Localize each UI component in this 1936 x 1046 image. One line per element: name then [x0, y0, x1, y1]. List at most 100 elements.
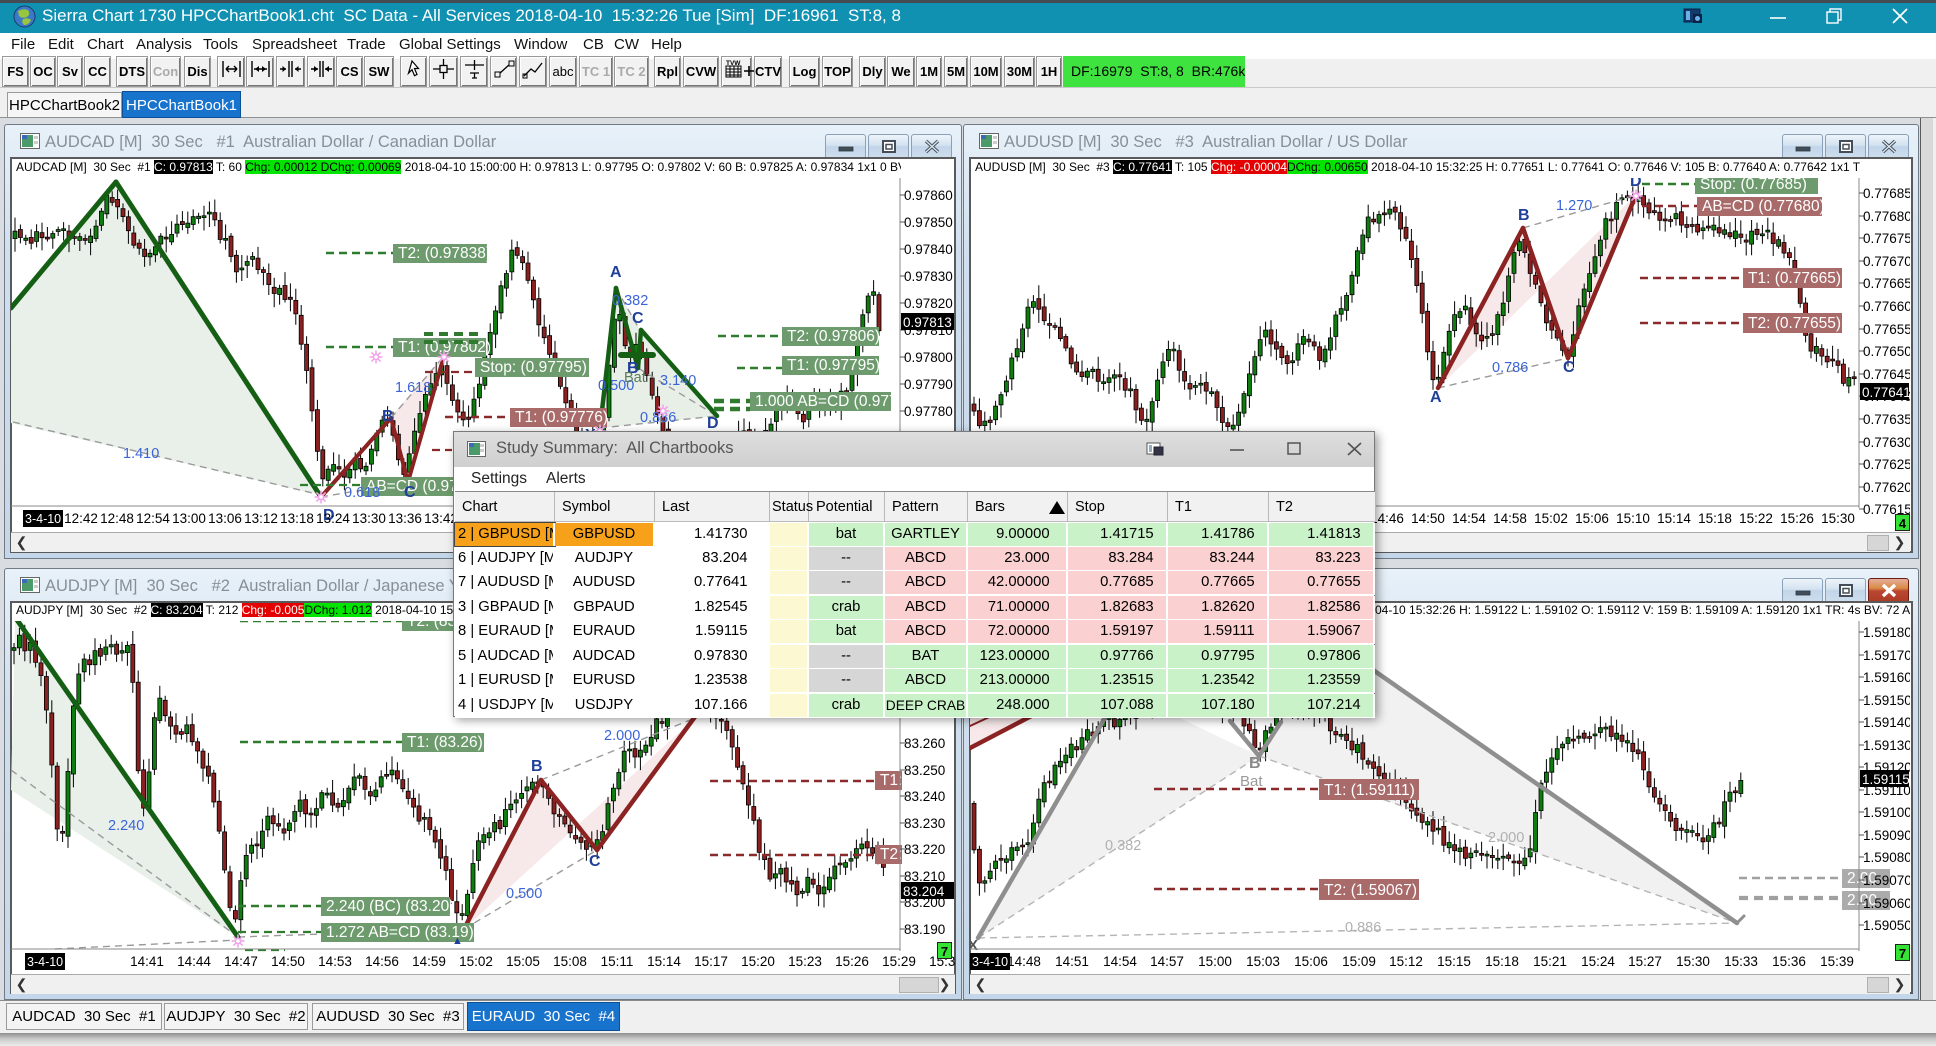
svg-text:B: B: [627, 360, 639, 377]
svg-text:TVW: TVW: [726, 60, 741, 67]
svg-text:15:08: 15:08: [553, 954, 587, 969]
svg-text:13:12: 13:12: [244, 511, 278, 526]
svg-text:2.000: 2.000: [604, 728, 640, 744]
svg-text:T1: (0.77665): T1: (0.77665): [1748, 270, 1841, 287]
svg-text:T1: (0.97776): T1: (0.97776): [515, 409, 608, 426]
svg-text:B: B: [531, 758, 543, 775]
svg-text:Bat: Bat: [1240, 773, 1263, 790]
svg-text:15:18: 15:18: [1485, 954, 1519, 969]
svg-text:83.204: 83.204: [903, 884, 945, 899]
svg-text:T2: (1.59067): T2: (1.59067): [1324, 882, 1417, 899]
svg-text:14:56: 14:56: [365, 954, 399, 969]
svg-text:15:29: 15:29: [882, 954, 916, 969]
svg-text:0.77655: 0.77655: [1863, 322, 1910, 337]
svg-text:14:47: 14:47: [224, 954, 258, 969]
svg-text:X: X: [970, 937, 978, 954]
svg-text:83.250: 83.250: [904, 763, 945, 778]
svg-text:0.886: 0.886: [640, 410, 676, 426]
svg-text:14:51: 14:51: [1055, 954, 1089, 969]
svg-text:▲: ▲: [452, 935, 463, 947]
svg-text:15:36: 15:36: [1772, 954, 1806, 969]
svg-text:12:42: 12:42: [64, 511, 98, 526]
svg-text:15:17: 15:17: [694, 954, 728, 969]
svg-text:1.59160: 1.59160: [1863, 670, 1910, 685]
svg-text:14:59: 14:59: [412, 954, 446, 969]
svg-text:T2: (0.97806): T2: (0.97806): [787, 328, 880, 345]
svg-text:1.270: 1.270: [1556, 198, 1592, 214]
svg-text:83.190: 83.190: [904, 922, 945, 937]
svg-text:15:05: 15:05: [506, 954, 540, 969]
svg-text:0.77625: 0.77625: [1863, 457, 1910, 472]
svg-text:0.97790: 0.97790: [904, 377, 953, 392]
svg-text:0.77630: 0.77630: [1863, 435, 1910, 450]
svg-text:2.240 (BC) (83.20): 2.240 (BC) (83.20): [326, 898, 454, 915]
svg-text:AB=CD (0.97: AB=CD (0.97: [366, 478, 458, 495]
svg-text:15:21: 15:21: [1533, 954, 1567, 969]
svg-text:A: A: [1430, 389, 1442, 406]
svg-text:1.59150: 1.59150: [1863, 693, 1910, 708]
svg-text:14:48: 14:48: [1007, 954, 1041, 969]
svg-text:15:02: 15:02: [459, 954, 493, 969]
svg-text:1.59090: 1.59090: [1863, 828, 1910, 843]
svg-text:15:22: 15:22: [1739, 511, 1773, 526]
svg-text:2.00: 2.00: [1847, 870, 1878, 887]
svg-text:0.77685: 0.77685: [1863, 186, 1910, 201]
svg-text:15:39: 15:39: [1820, 954, 1854, 969]
svg-text:0.97780: 0.97780: [904, 404, 953, 419]
svg-text:3-4-10: 3-4-10: [972, 955, 1008, 969]
svg-text:0.786: 0.786: [1492, 360, 1528, 376]
svg-text:83.220: 83.220: [904, 842, 945, 857]
svg-text:Stop: (0.97795): Stop: (0.97795): [480, 359, 587, 376]
svg-text:14:53: 14:53: [318, 954, 352, 969]
svg-text:T1: (0.97795): T1: (0.97795): [787, 357, 880, 374]
svg-text:15:11: 15:11: [601, 954, 634, 969]
svg-text:15:18: 15:18: [1698, 511, 1732, 526]
svg-text:T1: (83.26): T1: (83.26): [407, 734, 483, 751]
svg-text:0.97813: 0.97813: [903, 315, 952, 330]
svg-text:Stop: (0.77685): Stop: (0.77685): [1700, 178, 1807, 193]
svg-text:1.59115: 1.59115: [1862, 772, 1910, 787]
svg-text:T2: (0.77655): T2: (0.77655): [1748, 315, 1841, 332]
svg-text:14:57: 14:57: [1150, 954, 1184, 969]
svg-text:C: C: [1563, 359, 1575, 376]
svg-text:0.77641: 0.77641: [1862, 385, 1910, 400]
svg-text:1.272 AB=CD (83.19): 1.272 AB=CD (83.19): [326, 924, 474, 941]
svg-text:13:06: 13:06: [208, 511, 242, 526]
svg-text:1.410: 1.410: [123, 446, 159, 462]
svg-text:3-4-10: 3-4-10: [25, 512, 61, 526]
svg-text:1.618: 1.618: [395, 380, 431, 396]
svg-text:1.59170: 1.59170: [1863, 648, 1910, 663]
svg-text:15:12: 15:12: [1389, 954, 1423, 969]
svg-text:0.77675: 0.77675: [1863, 231, 1910, 246]
svg-text:14:54: 14:54: [1103, 954, 1137, 969]
svg-text:0.77615: 0.77615: [1863, 502, 1910, 517]
svg-text:12:54: 12:54: [136, 511, 170, 526]
svg-text:15:30: 15:30: [1676, 954, 1710, 969]
svg-text:1.59050: 1.59050: [1863, 918, 1910, 933]
svg-text:15:03: 15:03: [1246, 954, 1280, 969]
svg-text:3.140: 3.140: [660, 373, 696, 389]
svg-text:1.59140: 1.59140: [1863, 715, 1910, 730]
svg-text:A: A: [610, 264, 622, 281]
svg-text:0.382: 0.382: [612, 293, 648, 309]
svg-text:D: D: [707, 415, 719, 432]
svg-text:2.000: 2.000: [1488, 830, 1524, 846]
svg-text:15:26: 15:26: [1780, 511, 1814, 526]
svg-text:T1: (: T1: (: [880, 772, 913, 789]
svg-text:T2: (83.29): T2: (83.29): [407, 621, 483, 630]
svg-text:15:14: 15:14: [647, 954, 681, 969]
svg-text:T1: (1.59111): T1: (1.59111): [1324, 782, 1415, 799]
svg-text:83.260: 83.260: [904, 736, 945, 751]
svg-text:15:15: 15:15: [1437, 954, 1471, 969]
svg-text:T2: (0.97838): T2: (0.97838): [398, 245, 491, 262]
svg-text:0.97860: 0.97860: [904, 188, 953, 203]
svg-text:0.77660: 0.77660: [1863, 299, 1910, 314]
svg-text:13:18: 13:18: [280, 511, 314, 526]
svg-text:15:26: 15:26: [835, 954, 869, 969]
svg-text:0.97840: 0.97840: [904, 242, 953, 257]
svg-text:0.97830: 0.97830: [904, 269, 953, 284]
svg-text:12:48: 12:48: [100, 511, 134, 526]
svg-text:15:30: 15:30: [1821, 511, 1855, 526]
svg-text:0.77680: 0.77680: [1863, 209, 1910, 224]
svg-text:C: C: [404, 484, 416, 501]
